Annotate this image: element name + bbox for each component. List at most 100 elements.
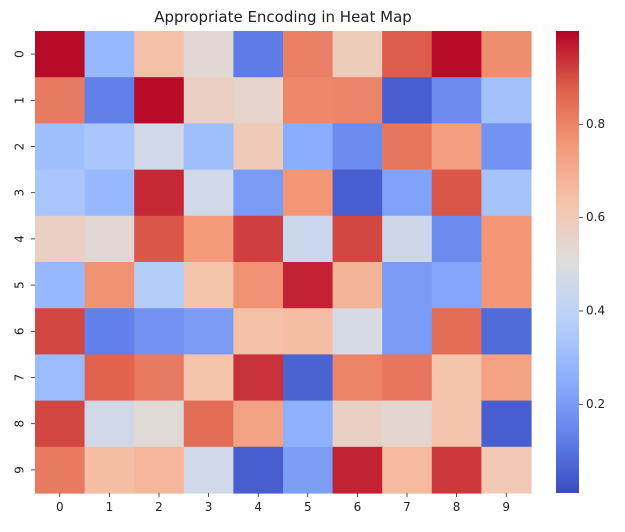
heatmap-cell-r1-c8 [431,77,482,124]
heatmap-cell-r4-c2 [134,215,185,263]
y-tick-label: 3 [13,189,27,197]
heatmap-cell-r3-c6 [332,169,383,217]
heatmap-cell-r3-c5 [283,169,334,217]
heatmap-cell-r2-c6 [332,123,383,171]
heatmap-cell-r5-c9 [481,262,532,309]
heatmap-cell-r6-c7 [382,308,433,355]
y-tick-label: 1 [13,96,27,104]
heatmap-cell-r7-c7 [382,354,433,402]
heatmap-cell-r6-c8 [431,308,482,355]
heatmap-cell-r5-c1 [84,262,135,309]
heatmap-cell-r7-c2 [134,354,185,402]
heatmap-cell-r7-c1 [84,354,135,402]
heatmap-cell-r8-c2 [134,400,185,448]
colorbar: 0.2 0.4 0.6 0.8 [556,31,605,493]
heatmap-cell-r0-c6 [332,31,383,78]
heatmap-cell-r5-c5 [283,262,334,309]
heatmap-cell-r4-c1 [84,215,135,263]
heatmap-cell-r9-c9 [481,446,532,494]
heatmap-cell-r6-c3 [183,308,234,355]
heatmap-cell-r6-c5 [283,308,334,355]
heatmap-cell-r3-c0 [35,169,86,217]
heatmap-cell-r1-c4 [233,77,284,124]
heatmap-cell-r4-c5 [283,215,334,263]
y-tick-label: 6 [13,327,27,335]
chart-title: Appropriate Encoding in Heat Map [154,8,412,26]
heatmap-cell-r0-c0 [35,31,86,78]
heatmap-cell-r4-c8 [431,215,482,263]
y-tick-label: 7 [13,374,27,382]
x-tick-label: 2 [155,500,163,514]
heatmap-cell-r9-c3 [183,446,234,494]
heatmap-cell-r0-c2 [134,31,185,78]
heatmap-cell-r9-c7 [382,446,433,494]
heatmap-cell-r3-c8 [431,169,482,217]
colorbar-tick-label: 0.6 [586,210,605,224]
heatmap-cell-r8-c6 [332,400,383,448]
heatmap-cell-r8-c3 [183,400,234,448]
colorbar-gradient [556,31,579,493]
heatmap-cell-r2-c9 [481,123,532,171]
heatmap-cell-r3-c9 [481,169,532,217]
y-tick-label: 2 [13,143,27,151]
heatmap-cell-r0-c1 [84,31,135,78]
heatmap-cell-r9-c2 [134,446,185,494]
y-tick-label: 0 [13,50,27,58]
heatmap-cell-r4-c7 [382,215,433,263]
heatmap-cell-r5-c7 [382,262,433,309]
heatmap-cell-r7-c4 [233,354,284,402]
x-tick-label: 0 [56,500,64,514]
heatmap-cell-r9-c5 [283,446,334,494]
heatmap-cell-r9-c1 [84,446,135,494]
heatmap-cell-r1-c2 [134,77,185,124]
heatmap-cell-r4-c6 [332,215,383,263]
heatmap-cell-r2-c1 [84,123,135,171]
x-tick-label: 3 [205,500,213,514]
heatmap-cell-r8-c5 [283,400,334,448]
heatmap-cell-r5-c2 [134,262,185,309]
y-tick-label: 8 [13,420,27,428]
heatmap-cell-r3-c1 [84,169,135,217]
x-tick-label: 1 [106,500,114,514]
colorbar-tick-label: 0.2 [586,397,605,411]
heatmap-cell-r1-c0 [35,77,86,124]
heatmap-cell-r7-c0 [35,354,86,402]
x-tick-label: 7 [403,500,411,514]
heatmap-cell-r6-c4 [233,308,284,355]
heatmap-cell-r0-c7 [382,31,433,78]
heatmap-cell-r7-c3 [183,354,234,402]
heatmap-cell-r4-c4 [233,215,284,263]
heatmap-cell-r7-c6 [332,354,383,402]
heatmap-cell-r1-c9 [481,77,532,124]
heatmap-cell-r9-c4 [233,446,284,494]
heatmap-cell-r8-c1 [84,400,135,448]
heatmap-cell-r2-c4 [233,123,284,171]
heatmap-cell-r5-c4 [233,262,284,309]
heatmap-cell-r3-c3 [183,169,234,217]
x-tick-label: 5 [304,500,312,514]
heatmap-cell-r9-c8 [431,446,482,494]
x-tick-label: 4 [254,500,262,514]
heatmap-cell-r1-c5 [283,77,334,124]
heatmap-cell-r0-c8 [431,31,482,78]
heatmap-cell-r3-c4 [233,169,284,217]
heatmap-cell-r6-c9 [481,308,532,355]
heatmap-cell-r1-c7 [382,77,433,124]
y-tick-label: 9 [13,466,27,474]
heatmap-cells [35,31,532,494]
heatmap-cell-r2-c0 [35,123,86,171]
heatmap-cell-r6-c2 [134,308,185,355]
y-axis-ticks: 0 1 2 3 4 5 6 7 8 9 [13,50,35,474]
heatmap-cell-r2-c3 [183,123,234,171]
heatmap-cell-r6-c6 [332,308,383,355]
heatmap-cell-r4-c3 [183,215,234,263]
heatmap-cell-r8-c4 [233,400,284,448]
heatmap-cell-r0-c5 [283,31,334,78]
x-tick-label: 8 [453,500,461,514]
heatmap-cell-r4-c0 [35,215,86,263]
heatmap-cell-r3-c2 [134,169,185,217]
heatmap-cell-r4-c9 [481,215,532,263]
y-tick-label: 5 [13,281,27,289]
